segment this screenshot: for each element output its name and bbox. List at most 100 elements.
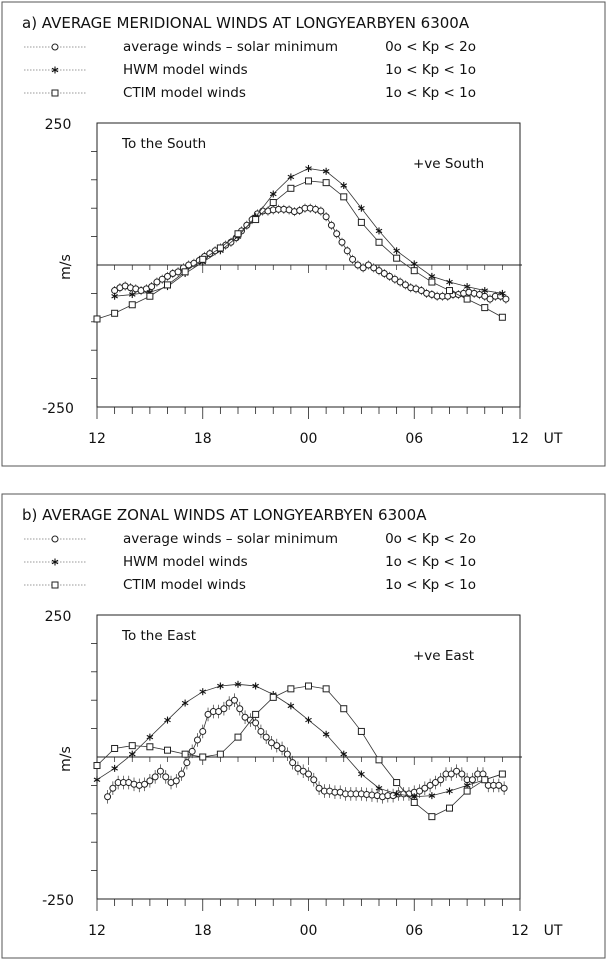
data-point-circle [262,733,270,741]
data-point-circle [333,230,341,238]
legend-label-2: CTIM model winds [123,85,246,101]
data-point-circle [338,238,346,246]
x-tick-label: 06 [405,431,423,447]
data-point-square [357,218,365,226]
data-point-circle [104,793,112,801]
data-point-star [93,776,101,784]
data-point-circle [299,767,307,775]
data-point-circle [225,699,233,707]
data-point-circle [349,255,357,263]
data-point-star [463,283,471,291]
data-point-square [410,267,418,275]
data-point-star [340,181,348,189]
legend-marker-1-stroke-2 [51,559,59,565]
legend-marker-1 [51,558,59,566]
data-point-circle [267,739,275,747]
data-point-star-stroke-2 [199,689,207,694]
data-point-square [128,301,136,309]
data-point-circle [322,213,330,221]
y-tick-label: -250 [42,893,74,909]
y-tick-label: 250 [45,609,72,625]
x-axis-label: UT [544,923,563,939]
data-point-circle [447,770,455,778]
data-point-star [269,190,277,198]
legend-marker-2 [51,581,59,589]
data-point-circle [193,736,201,744]
data-point-star [164,716,171,724]
data-point-square [269,693,277,701]
data-point-circle [172,777,180,785]
annotation-left: To the East [121,628,196,644]
data-point-circle [199,727,207,735]
data-point-star-stroke-2 [375,786,383,791]
data-point-star-stroke-2 [322,169,330,174]
data-point-circle [359,264,367,272]
data-point-star [499,289,506,297]
data-point-square [216,750,224,758]
data-point-square [199,255,207,263]
data-point-square [164,746,171,754]
data-point-star [128,291,136,299]
data-point-star-stroke-2 [111,766,118,771]
data-point-square [199,753,207,761]
data-point-star-stroke-2 [181,700,189,706]
data-point-circle [146,777,154,785]
series-line-0 [114,207,507,300]
x-axis-label: UT [544,431,563,447]
data-point-star-stroke-2 [499,291,506,296]
data-point-star [111,292,118,300]
data-point-square [498,313,506,321]
data-point-star-stroke-2 [111,294,118,299]
data-point-square [340,193,348,201]
chart-title: b) AVERAGE ZONAL WINDS AT LONGYEARBYEN 6… [22,506,427,524]
legend-label-0: average winds – solar minimum [123,39,338,55]
data-point-circle [431,779,439,787]
data-point-circle [343,247,351,255]
data-point-square [463,295,471,303]
data-point-circle [479,770,487,778]
zonal-wind-panel: b) AVERAGE ZONAL WINDS AT LONGYEARBYEN 6… [0,492,608,972]
data-point-circle [386,272,394,280]
data-point-square [111,309,119,317]
data-point-star-stroke-2 [146,734,154,740]
data-point-star-stroke-2 [481,288,489,293]
data-point-circle [486,295,494,303]
data-point-square [375,238,383,246]
data-point-square [287,685,295,693]
data-point-circle [294,764,302,772]
data-point-star-stroke-2 [463,783,471,788]
legend-label-2: CTIM model winds [123,577,246,593]
data-point-circle [230,696,238,704]
legend-condition-2: 1o < Kp < 1o [385,85,476,101]
data-point-square [305,682,312,690]
data-point-circle [148,283,156,291]
data-point-circle [109,784,117,792]
legend-marker-0 [51,535,59,543]
data-point-star-stroke-2 [217,683,224,689]
y-axis-label: m/s [58,746,74,772]
data-point-circle [370,264,378,272]
x-tick-label: 12 [511,431,529,447]
data-point-star [428,792,436,800]
data-point-star-stroke-2 [340,183,348,188]
data-point-square [181,268,189,276]
data-point-star [287,173,295,181]
data-point-circle [468,776,476,784]
data-point-star-stroke-2 [340,751,348,757]
data-point-circle [174,268,182,276]
legend-condition-2: 1o < Kp < 1o [385,577,476,593]
data-point-circle [289,759,297,767]
data-point-square [252,710,260,718]
data-point-circle [502,295,510,303]
data-point-star [446,787,453,795]
data-point-circle [158,275,166,283]
data-point-square [111,744,119,752]
data-point-square [446,287,453,295]
data-point-star [217,682,224,690]
data-point-star [305,164,312,172]
data-point-star-stroke-2 [393,791,400,797]
data-point-circle [364,261,372,269]
data-point-square [428,278,436,286]
data-point-square [234,733,242,741]
data-point-circle [220,705,228,713]
